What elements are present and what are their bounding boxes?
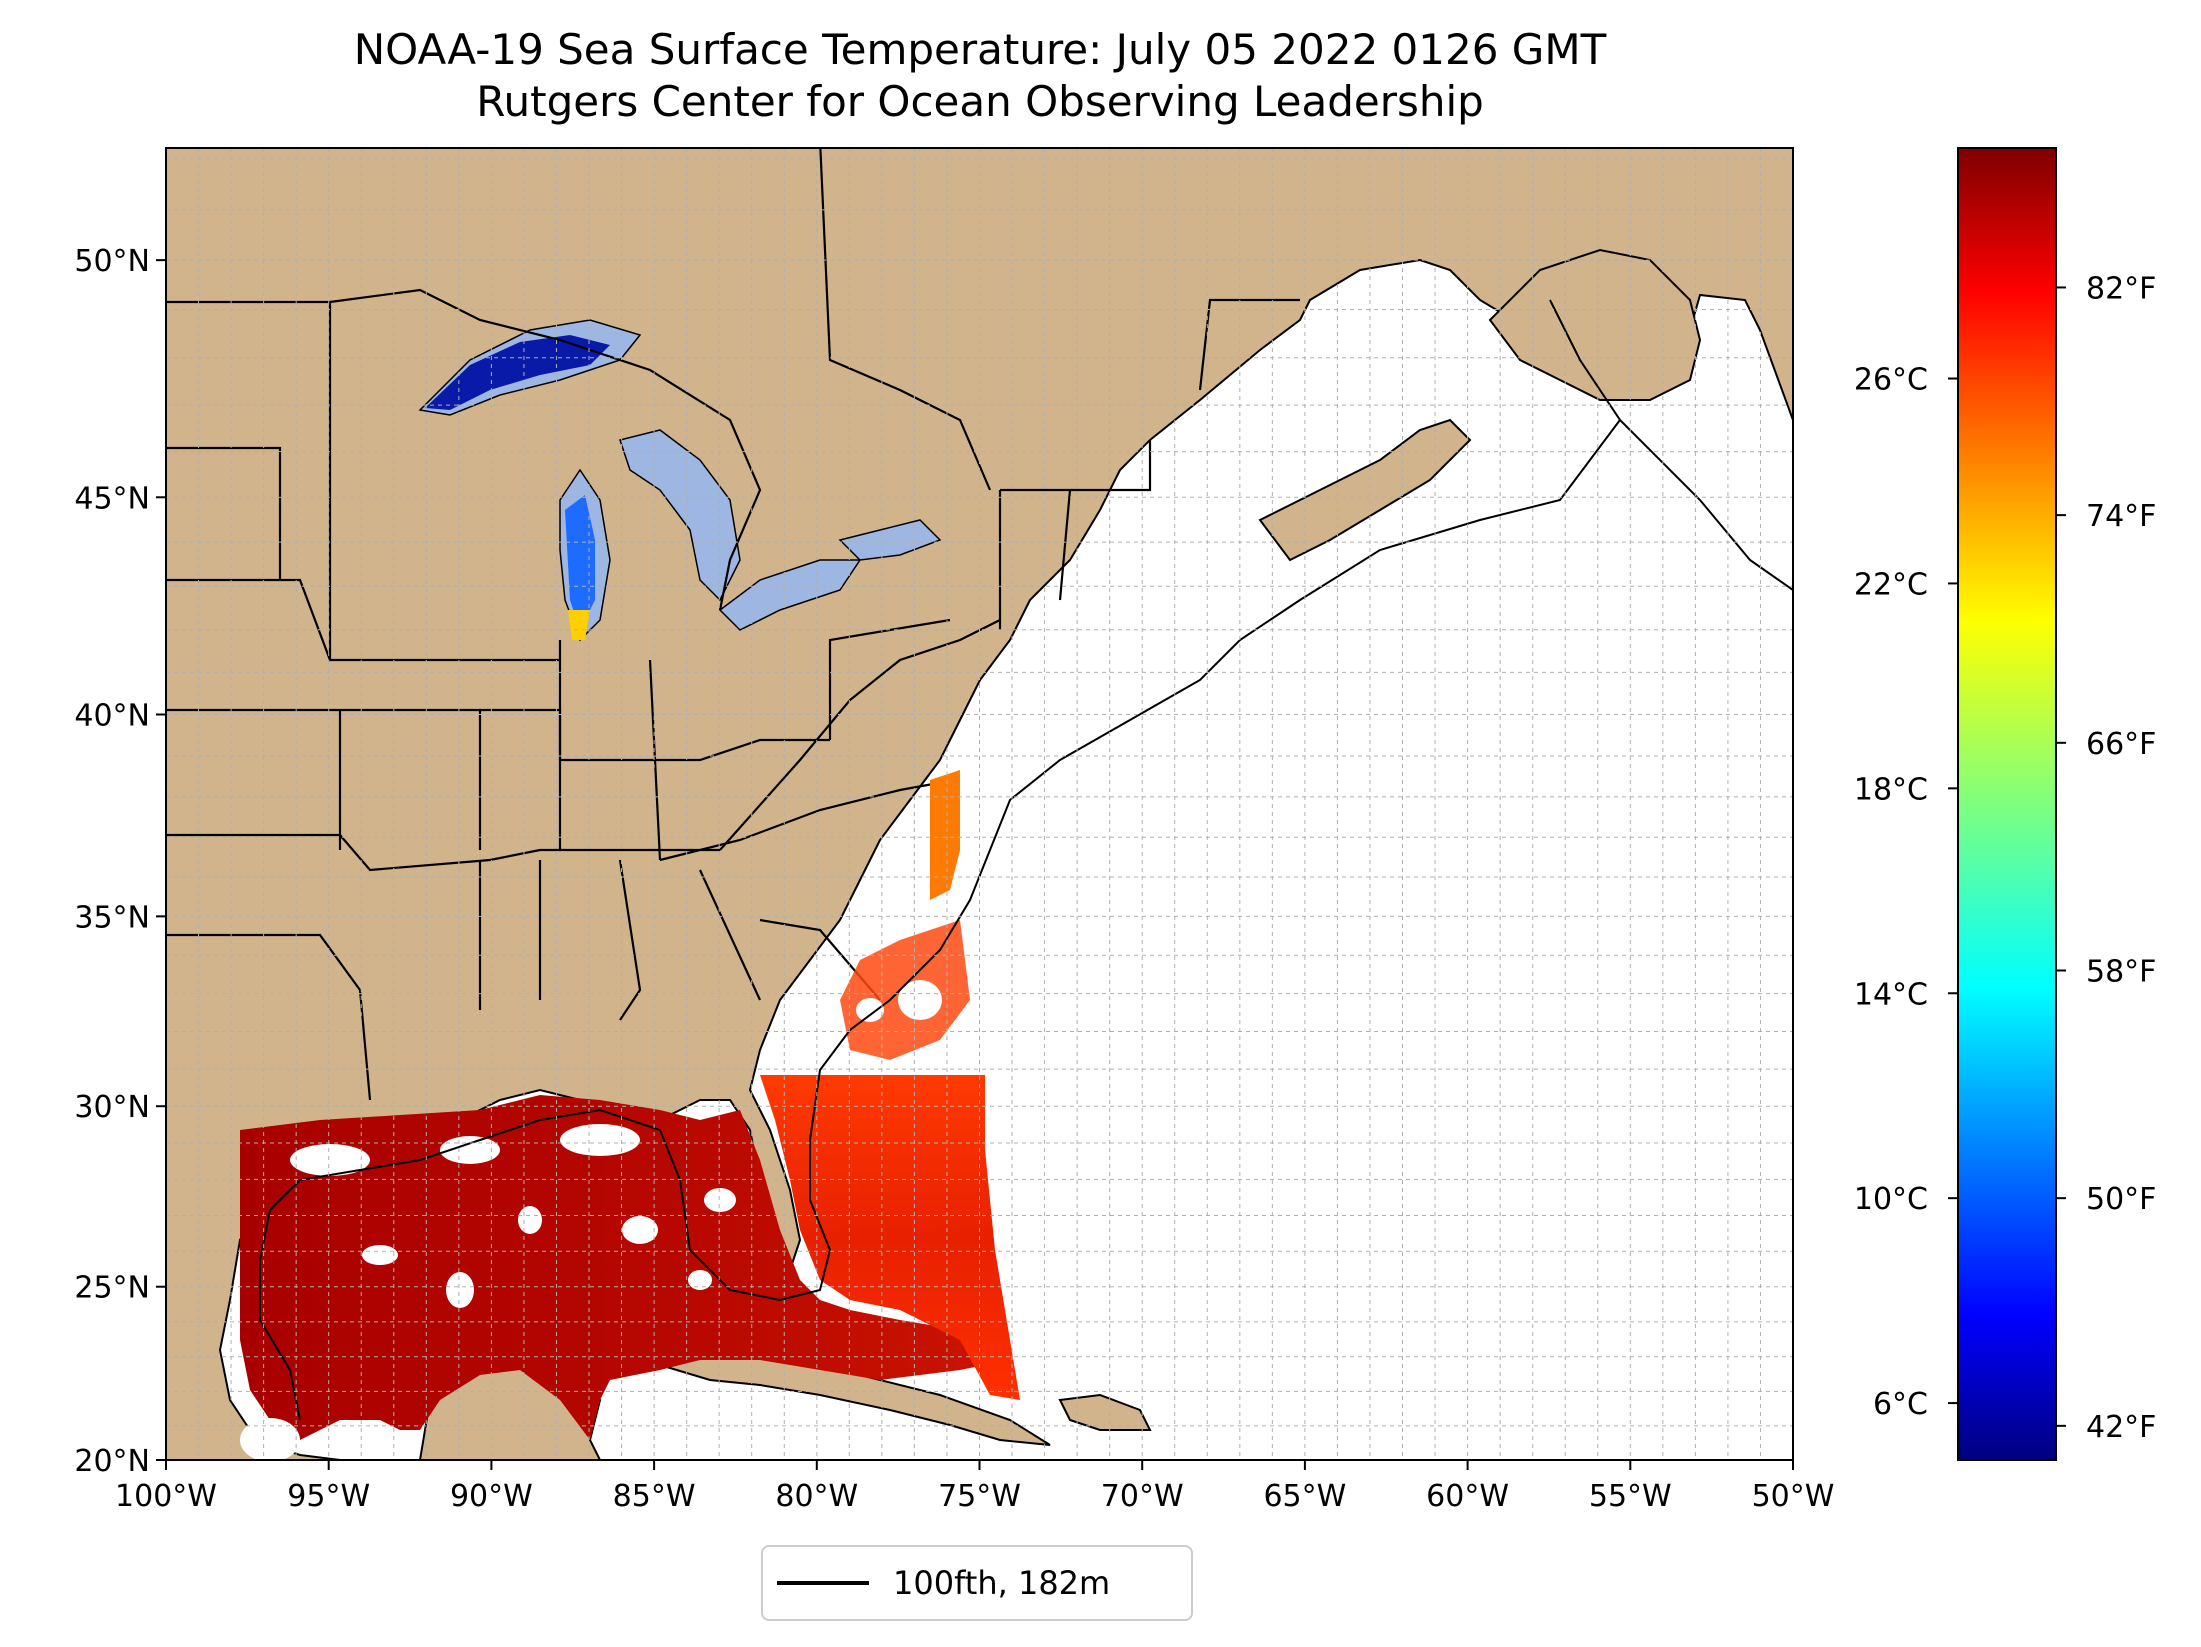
colorbar-c-label: 6°C xyxy=(1873,1387,1928,1422)
lon-tick-label: 65°W xyxy=(1263,1479,1346,1514)
colorbar-c-label: 26°C xyxy=(1854,363,1928,398)
legend: 100fth, 182m xyxy=(761,1545,1193,1621)
title-line-1: NOAA-19 Sea Surface Temperature: July 05… xyxy=(353,25,1607,74)
lat-tick-label: 20°N xyxy=(74,1444,150,1479)
colorbar xyxy=(1957,147,2057,1461)
lon-tick-label: 80°W xyxy=(775,1479,858,1514)
longitude-ticks: 100°W 95°W 90°W 85°W 80°W 75°W 70°W 65°W 60°W 55°… xyxy=(115,1460,1834,1514)
lon-tick-label: 70°W xyxy=(1101,1479,1184,1514)
isobath-100fth xyxy=(259,299,1622,1421)
lake-superior-sst xyxy=(425,335,610,410)
colorbar-c-label: 18°C xyxy=(1854,772,1928,807)
carolina-sst xyxy=(930,770,960,900)
latitude-ticks: 20°N 25°N 30°N 35°N 40°N 45°N 50°N xyxy=(74,244,166,1479)
lat-tick-label: 35°N xyxy=(74,900,150,935)
lon-tick-label: 90°W xyxy=(450,1479,533,1514)
lon-tick-label: 85°W xyxy=(613,1479,696,1514)
lon-tick-label: 75°W xyxy=(938,1479,1021,1514)
colorbar-f-label: 42°F xyxy=(2086,1410,2156,1445)
state-borders xyxy=(166,148,1300,1101)
lat-tick-label: 50°N xyxy=(74,244,150,279)
lon-tick-label: 95°W xyxy=(287,1479,370,1514)
legend-label: 100fth, 182m xyxy=(893,1564,1111,1602)
gulf-sst xyxy=(240,1095,1010,1440)
lon-tick-label: 50°W xyxy=(1752,1479,1835,1514)
colorbar-f-label: 82°F xyxy=(2086,271,2156,306)
lon-tick-label: 55°W xyxy=(1589,1479,1672,1514)
cloud-gaps xyxy=(240,980,942,1460)
colorbar-fahrenheit-ticks: 82°F 74°F 66°F 58°F 50°F 42°F xyxy=(2056,271,2156,1445)
gridlines xyxy=(166,148,1793,1460)
lat-tick-label: 45°N xyxy=(74,481,150,516)
lake-michigan-south-sst xyxy=(568,610,590,640)
map-title: NOAA-19 Sea Surface Temperature: July 05… xyxy=(0,24,1960,128)
title-line-2: Rutgers Center for Ocean Observing Leade… xyxy=(476,77,1484,126)
colorbar-f-label: 74°F xyxy=(2086,499,2156,534)
lon-tick-label: 60°W xyxy=(1426,1479,1509,1514)
hispaniola-island xyxy=(1058,1393,1152,1431)
colorbar-c-label: 10°C xyxy=(1854,1182,1928,1217)
colorbar-celsius-ticks: 26°C 22°C 18°C 14°C 10°C 6°C xyxy=(1854,363,1958,1422)
colorbar-f-label: 66°F xyxy=(2086,727,2156,762)
lat-tick-label: 25°N xyxy=(74,1271,150,1306)
lon-tick-label: 100°W xyxy=(115,1479,217,1514)
atlantic-sst xyxy=(760,1075,1020,1400)
lat-tick-label: 30°N xyxy=(74,1090,150,1125)
lat-tick-label: 40°N xyxy=(74,699,150,734)
colorbar-c-label: 22°C xyxy=(1854,567,1928,602)
colorbar-c-label: 14°C xyxy=(1854,977,1928,1012)
nova-scotia xyxy=(1258,418,1472,562)
legend-line-swatch xyxy=(777,1581,869,1585)
lake-michigan-sst xyxy=(565,495,595,630)
colorbar-f-label: 50°F xyxy=(2086,1182,2156,1217)
isobath-100fth-east xyxy=(1619,419,1793,591)
colorbar-f-label: 58°F xyxy=(2086,954,2156,989)
